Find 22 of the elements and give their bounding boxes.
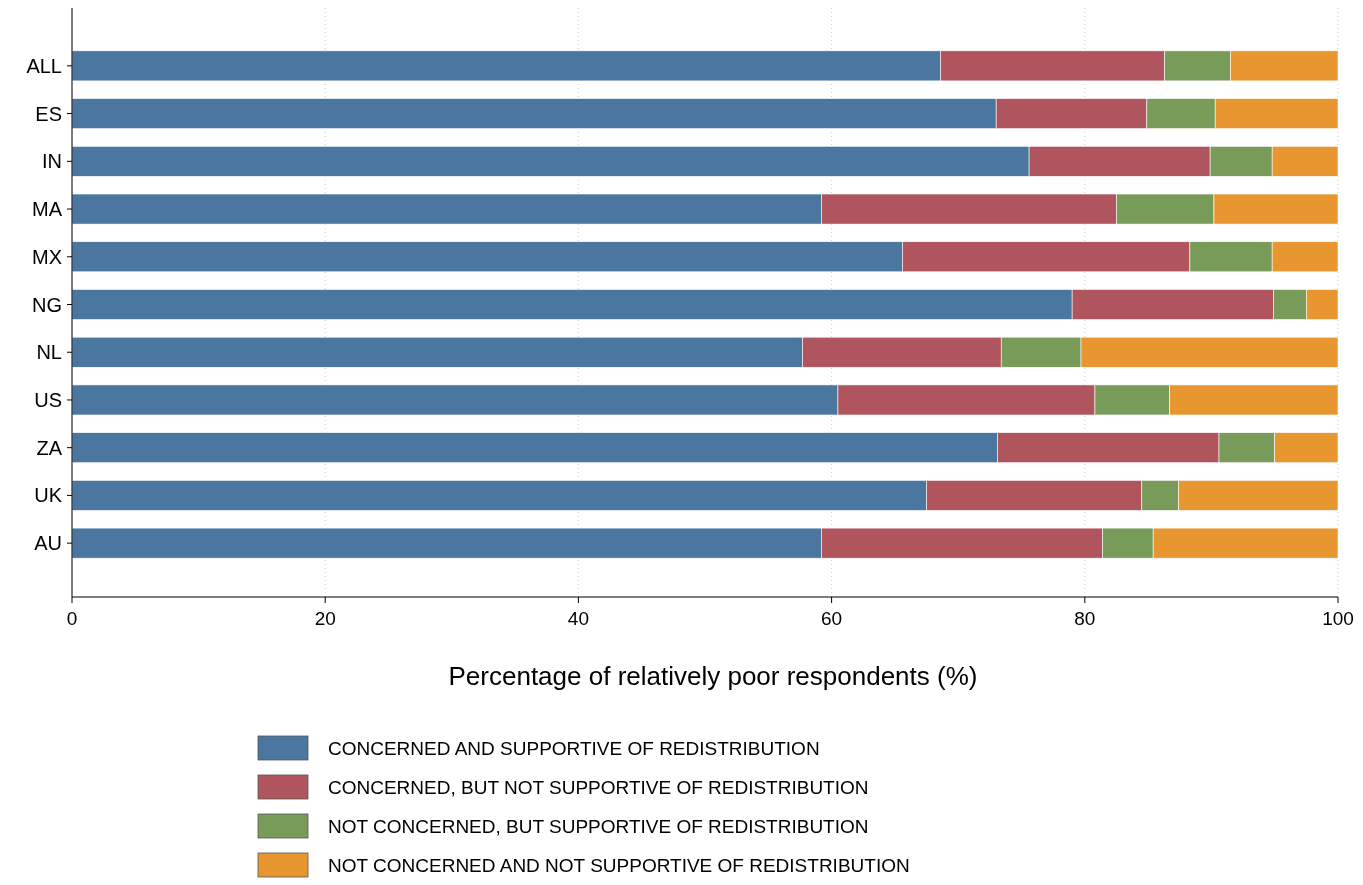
x-axis-title: Percentage of relatively poor respondents (%) <box>448 661 978 691</box>
x-tick-label: 80 <box>1074 608 1096 629</box>
y-tick-label: NL <box>36 341 62 364</box>
x-tick-label: 100 <box>1322 608 1354 629</box>
y-tick-label: MX <box>32 245 62 268</box>
x-tick-label: 60 <box>821 608 843 629</box>
y-tick-label: ALL <box>26 54 62 77</box>
y-tick-label: MA <box>32 198 63 221</box>
y-tick-label: ZA <box>36 436 63 459</box>
legend-label: NOT CONCERNED AND NOT SUPPORTIVE OF REDISTRIBUTION <box>328 854 910 876</box>
x-tick-label: 0 <box>66 608 78 629</box>
y-tick-label: US <box>34 388 62 411</box>
x-tick-label: 20 <box>314 608 336 629</box>
legend-label: CONCERNED AND SUPPORTIVE OF REDISTRIBUTION <box>328 737 820 759</box>
legend-label: CONCERNED, BUT NOT SUPPORTIVE OF REDISTRIBUTION <box>328 776 869 798</box>
y-tick-label: IN <box>42 150 62 173</box>
legend-label: NOT CONCERNED, BUT SUPPORTIVE OF REDISTRIBUTION <box>328 815 869 837</box>
x-tick-label: 40 <box>567 608 589 629</box>
y-tick-label: ES <box>35 102 62 125</box>
y-tick-label: NG <box>32 293 62 316</box>
y-tick-label: UK <box>34 484 63 507</box>
y-tick-label: AU <box>34 532 62 555</box>
